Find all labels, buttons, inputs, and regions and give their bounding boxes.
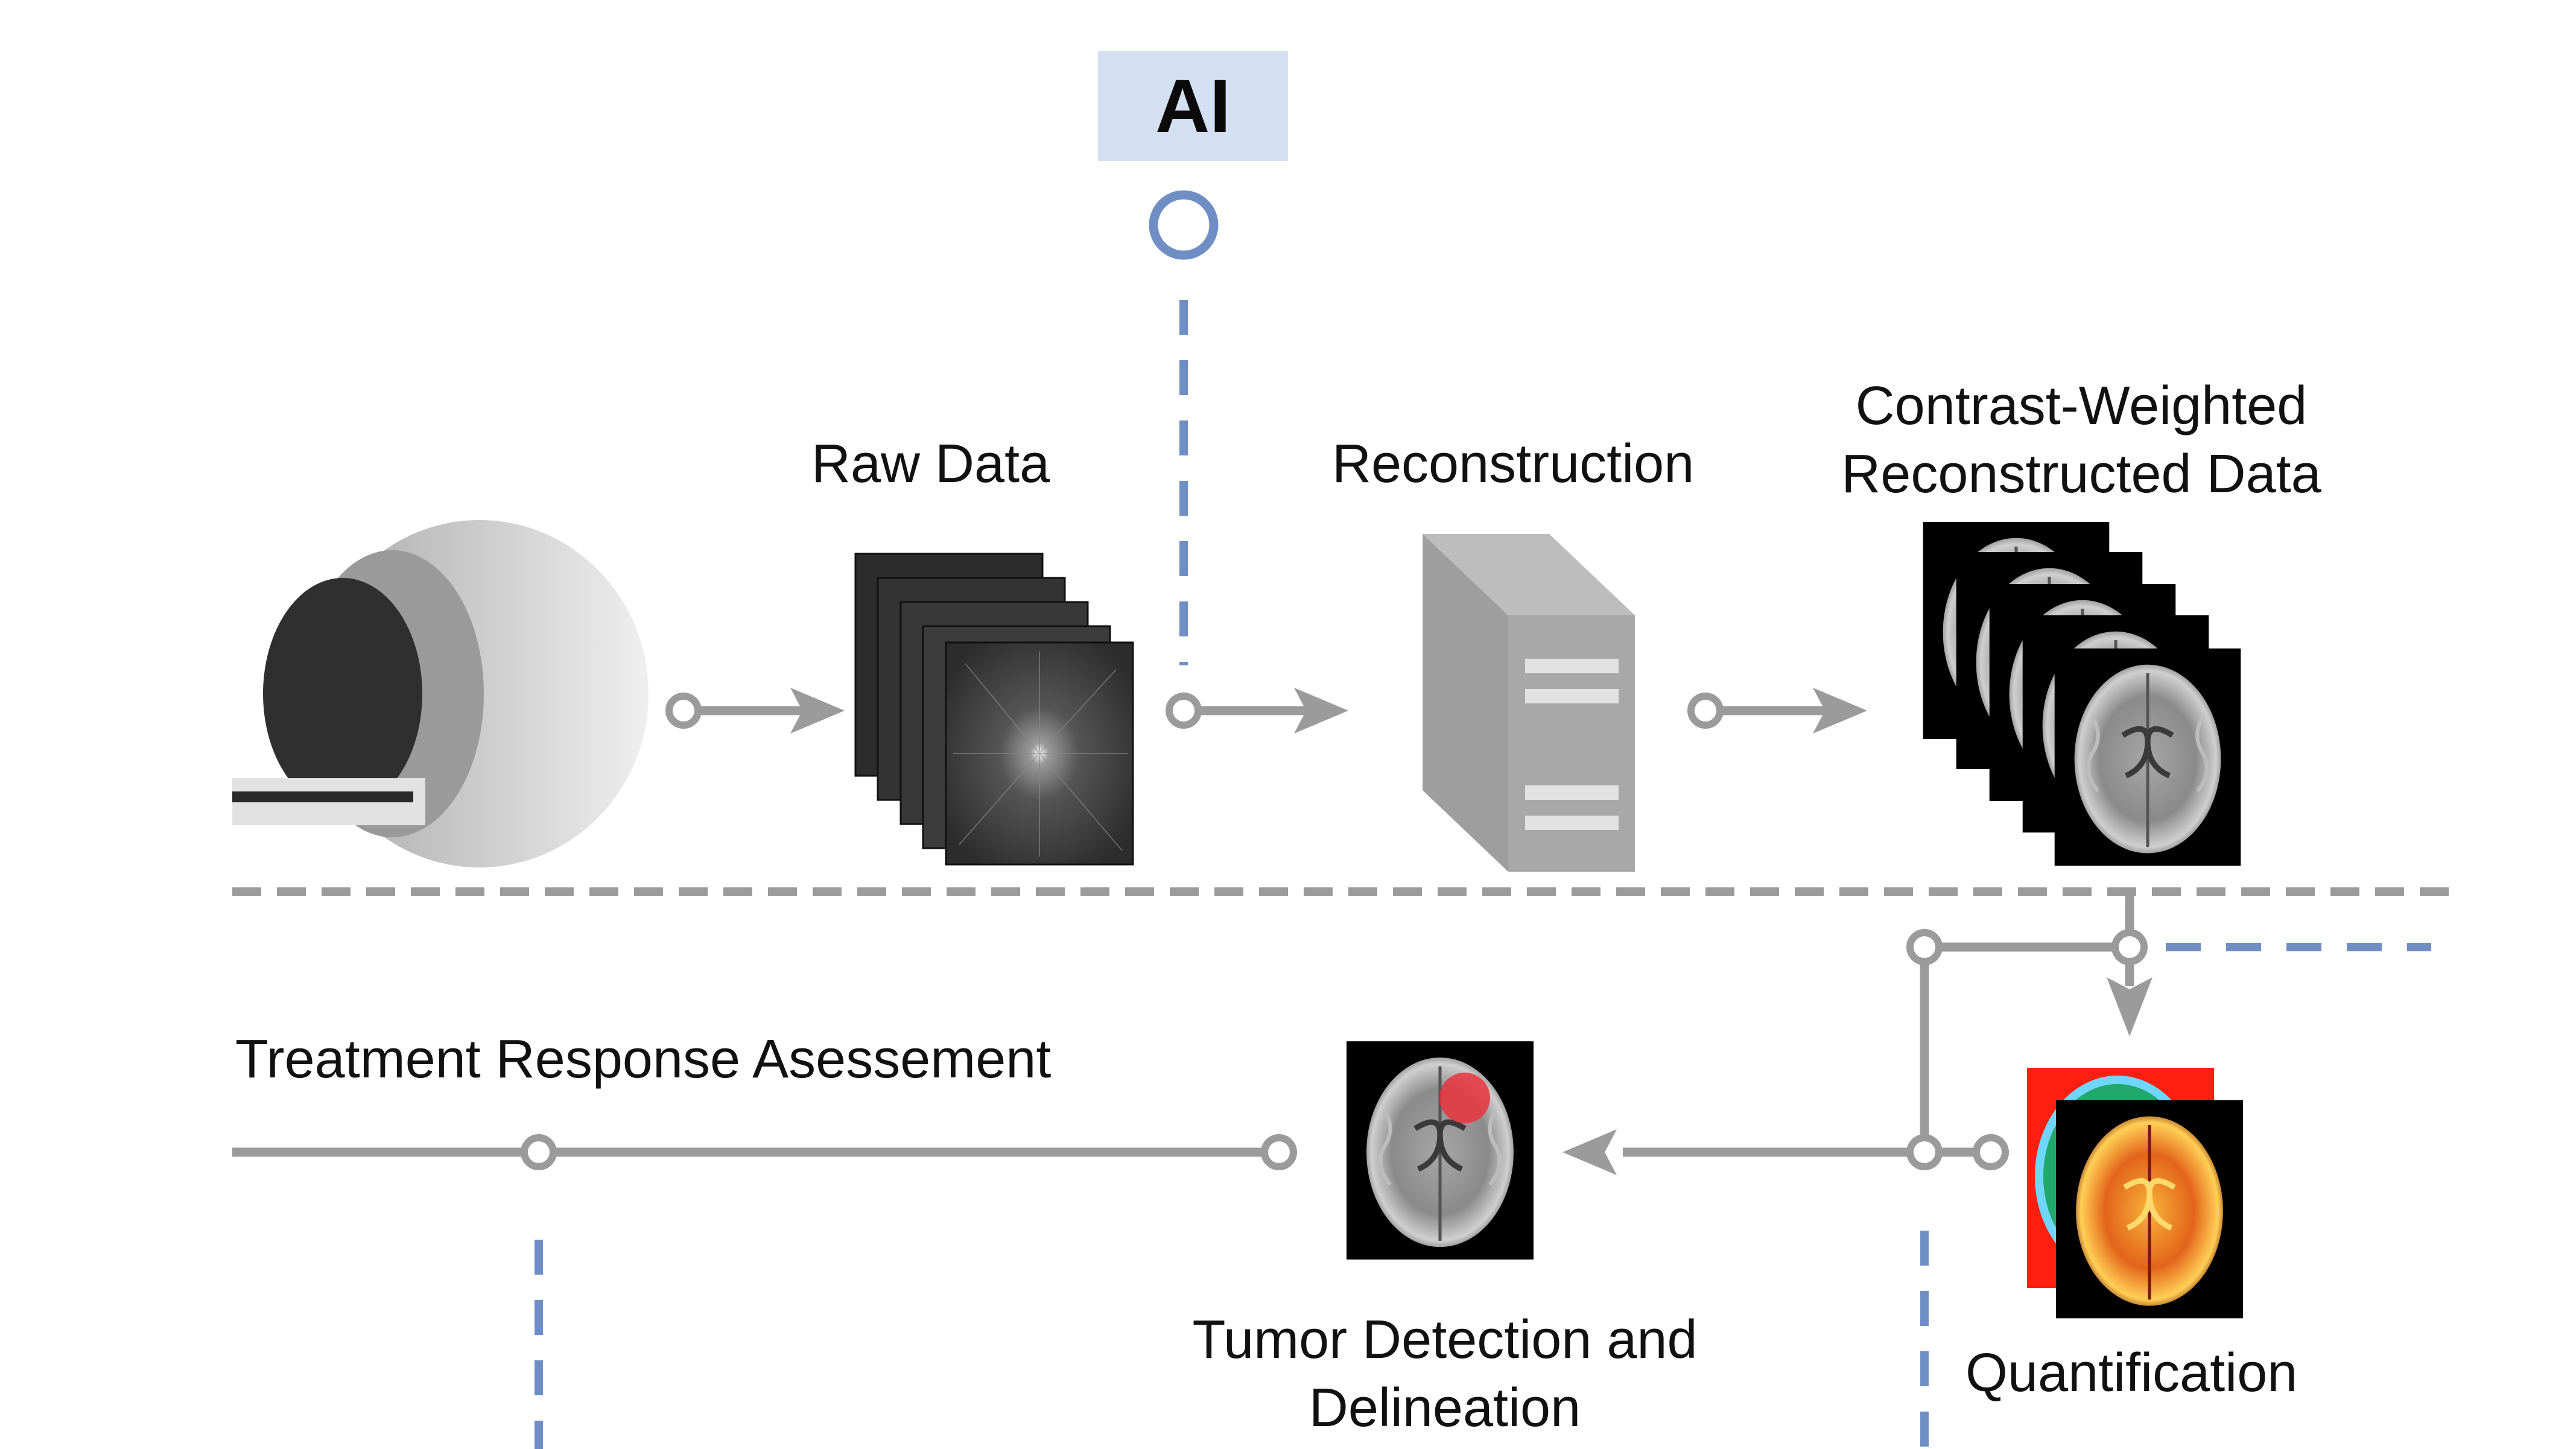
tumor-detection-label-line1: Tumor Detection and [1192, 1310, 1698, 1370]
raw-data-kspace-stack [854, 553, 1134, 866]
reconstruction-server-icon [1423, 534, 1635, 872]
tumor-detection-label-line2: Delineation [1309, 1377, 1581, 1438]
treatment-response-label: Treatment Response Asessement [235, 1029, 1052, 1089]
ai-box-bg [1098, 51, 1288, 161]
quantification-label: Quantification [1965, 1343, 2298, 1403]
ai-box: AI [1098, 51, 1288, 161]
ai-label: AI [1155, 64, 1231, 148]
ai-node [1149, 190, 1219, 260]
reconstruction-label: Reconstruction [1332, 434, 1695, 494]
tumor-detection-label: Tumor Detection and Delineation [1143, 1306, 1746, 1442]
contrast-weighted-brain-stack [1923, 522, 2241, 866]
tumor-marker [1439, 1073, 1490, 1123]
arrow-scanner-to-raw [665, 688, 845, 734]
arrow-recon-to-contrast [1687, 688, 1867, 734]
tumor-detection-brain [1347, 1041, 1534, 1260]
contrast-weighted-label-line2: Reconstructed Data [1841, 443, 2321, 504]
mri-scanner-icon [232, 520, 649, 867]
contrast-weighted-label: Contrast-Weighted Reconstructed Data [1810, 372, 2353, 508]
quantification-maps [2027, 1068, 2243, 1318]
bottom-flow-line [232, 1129, 1943, 1175]
arrow-raw-to-recon [1166, 688, 1348, 734]
contrast-weighted-label-line1: Contrast-Weighted [1855, 376, 2308, 436]
raw-data-label: Raw Data [811, 434, 1050, 494]
